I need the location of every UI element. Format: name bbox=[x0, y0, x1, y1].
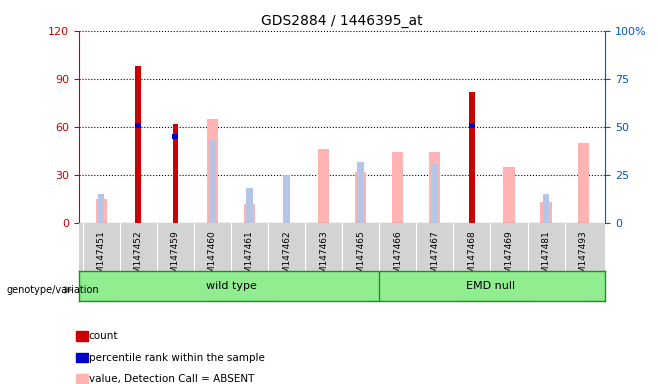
Title: GDS2884 / 1446395_at: GDS2884 / 1446395_at bbox=[261, 14, 423, 28]
Text: GSM147465: GSM147465 bbox=[356, 230, 365, 285]
Bar bbox=[172, 124, 178, 223]
Bar bbox=[578, 143, 589, 223]
Text: GSM147461: GSM147461 bbox=[245, 230, 254, 285]
Bar bbox=[469, 91, 474, 223]
Text: GSM147469: GSM147469 bbox=[505, 230, 513, 285]
Bar bbox=[98, 194, 105, 223]
Text: GSM147493: GSM147493 bbox=[578, 230, 588, 285]
Bar bbox=[432, 164, 438, 223]
Text: GSM147459: GSM147459 bbox=[171, 230, 180, 285]
Text: percentile rank within the sample: percentile rank within the sample bbox=[89, 353, 265, 362]
Bar bbox=[429, 152, 440, 223]
Text: GSM147468: GSM147468 bbox=[467, 230, 476, 285]
Text: GSM147451: GSM147451 bbox=[97, 230, 106, 285]
Bar bbox=[172, 134, 178, 139]
Text: EMD null: EMD null bbox=[466, 281, 515, 291]
Bar bbox=[543, 194, 549, 223]
Text: GSM147460: GSM147460 bbox=[208, 230, 217, 285]
Text: genotype/variation: genotype/variation bbox=[7, 285, 99, 295]
Text: wild type: wild type bbox=[205, 281, 257, 291]
Bar bbox=[244, 204, 255, 223]
Bar bbox=[136, 66, 141, 223]
Bar bbox=[318, 149, 329, 223]
Bar bbox=[469, 123, 475, 127]
Bar bbox=[207, 119, 218, 223]
Bar bbox=[95, 199, 107, 223]
Bar bbox=[209, 139, 216, 223]
Text: GSM147452: GSM147452 bbox=[134, 230, 143, 285]
Text: GSM147467: GSM147467 bbox=[430, 230, 440, 285]
Bar bbox=[284, 175, 290, 223]
Text: GSM147462: GSM147462 bbox=[282, 230, 291, 285]
Text: GSM147466: GSM147466 bbox=[393, 230, 402, 285]
Text: value, Detection Call = ABSENT: value, Detection Call = ABSENT bbox=[89, 374, 254, 384]
Text: GSM147481: GSM147481 bbox=[542, 230, 551, 285]
Text: GSM147463: GSM147463 bbox=[319, 230, 328, 285]
Bar bbox=[246, 187, 253, 223]
Bar bbox=[392, 152, 403, 223]
Bar bbox=[540, 202, 551, 223]
Bar bbox=[357, 162, 364, 223]
Bar bbox=[136, 123, 141, 127]
Text: count: count bbox=[89, 331, 118, 341]
Bar bbox=[355, 172, 367, 223]
Bar bbox=[503, 167, 515, 223]
